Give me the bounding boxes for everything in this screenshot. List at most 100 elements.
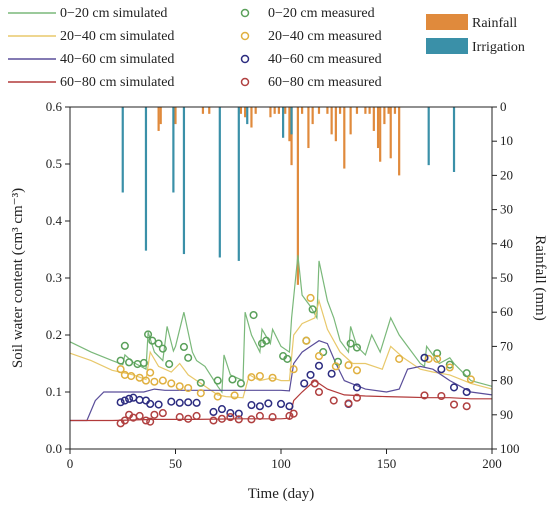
y2-tick-label: 60	[500, 304, 513, 319]
x-tick-label: 100	[271, 456, 291, 471]
rainfall-bar	[389, 107, 392, 159]
40-60-cm-measured-point	[167, 397, 176, 406]
rainfall-bar	[254, 107, 257, 114]
40-60-cm-measured-point	[462, 387, 471, 397]
y2-tick-label: 20	[500, 167, 513, 182]
0-20-cm-measured-point	[154, 339, 163, 348]
20-40-cm-measured-point	[424, 354, 433, 363]
60-80-cm-measured-point	[329, 396, 338, 405]
0-20-cm-measured-point	[308, 305, 317, 314]
rainfall-bar	[239, 107, 243, 114]
y-tick-label: 0.2	[46, 327, 62, 342]
y-tick-label: 0.1	[46, 384, 62, 399]
60-80-cm-measured-point	[449, 400, 459, 409]
40-60-cm-measured-point	[285, 402, 294, 411]
0-20-cm-measured-point	[165, 360, 174, 369]
20-40-cm-measured-point	[146, 368, 155, 377]
60-80-cm-measured-point	[146, 417, 155, 426]
irrigation-bar	[144, 107, 148, 251]
0-20-cm-measured-point	[213, 376, 222, 385]
60-80-cm-measured-point	[268, 413, 277, 422]
60-80-cm-measured-point	[314, 387, 324, 397]
20-40-cm-measured-point	[135, 373, 144, 382]
legend-label-rainfall: Rainfall	[472, 16, 517, 31]
rainfall-bar	[317, 107, 321, 114]
40-60-cm-measured-point	[352, 383, 362, 392]
60-80-cm-measured-point	[175, 413, 184, 422]
60-80-cm-measured-point	[289, 409, 298, 418]
60-80-cm-measured-point	[158, 409, 167, 418]
legend: 0−20 cm simulated 20−40 cm simulated 40−60…	[8, 6, 525, 90]
0-20-cm-measured-point	[144, 330, 153, 339]
rainfall-bar	[379, 107, 382, 162]
rainfall-bar	[201, 107, 205, 114]
rainfall-bar	[284, 107, 287, 114]
rainfall-bar	[372, 107, 375, 131]
0-20-cm-measured-point	[249, 311, 258, 320]
irrigation-bar	[427, 107, 430, 166]
legend-label-40-60-cm-simulated: 40−60 cm simulated	[60, 52, 174, 67]
rainfall-bar	[326, 107, 329, 114]
x-tick-label: 150	[377, 456, 397, 471]
40-60-cm-measured-point	[276, 399, 286, 409]
20-40-cm-measured-point	[247, 373, 256, 382]
20-40-cm-measured-point	[167, 379, 176, 388]
legend-label-40-60-cm-measured: 40−60 cm measured	[268, 52, 382, 67]
0-20-cm-measured-point	[333, 357, 343, 366]
40-60-cm-measured-point	[314, 361, 324, 370]
40-60-cm-measured-point	[116, 398, 125, 407]
60-80-cm-measured-point	[310, 379, 319, 388]
60-80-cm-measured-point	[462, 402, 471, 411]
rainfall-bar	[393, 107, 397, 114]
20-40-cm-measured-point	[230, 391, 239, 400]
40-60-cm-measured-point	[264, 399, 273, 408]
legend-label-20-40-cm-simulated: 20−40 cm simulated	[60, 29, 174, 44]
20-40-cm-measured-point	[213, 392, 222, 401]
rainfall-bar	[244, 107, 247, 118]
0-20-cm-measured-point	[319, 348, 328, 357]
20-40-cm-measured-point	[352, 366, 362, 375]
40-60-cm-measured-point	[327, 369, 336, 378]
rainfall-bar	[330, 107, 333, 135]
0-20-cm-measured-point	[462, 369, 471, 378]
20-40-cm-measured-point	[255, 371, 264, 381]
60-80-cm-measured-point	[420, 391, 429, 400]
x-axis-title: Time (day)	[248, 486, 315, 502]
y-tick-label: 0.3	[46, 270, 62, 285]
20-40-cm-measured-point	[433, 354, 442, 363]
irrigation-bar	[218, 107, 221, 258]
x-tick-label: 50	[169, 456, 182, 471]
60-80-cm-measured-point	[352, 393, 362, 402]
rainfall-bar	[296, 107, 299, 285]
markers-layer	[116, 293, 475, 428]
20-40-cm-measured-point	[184, 383, 193, 393]
y2-tick-label: 0	[500, 99, 507, 114]
rainfall-bar	[159, 107, 162, 125]
40-60-cm-measured-point	[234, 409, 243, 418]
rainfall-bar	[368, 107, 371, 114]
40-60-cm-measured-point	[146, 399, 155, 409]
20-40-cm-measured-point	[127, 371, 136, 381]
x-tick-label: 0	[67, 456, 74, 471]
rainfall-bar	[387, 107, 390, 114]
y-axis-title: Soil water content (cm³ cm⁻³)	[10, 188, 26, 368]
60-80-cm-measured-point	[437, 391, 446, 401]
legend-label-60-80-cm-measured: 60−80 cm measured	[268, 75, 382, 90]
0-20-cm-measured-point	[139, 358, 148, 367]
irrigation-bar	[452, 107, 456, 172]
0-20-cm-measured-point	[158, 344, 167, 353]
legend-label-0-20-cm-simulated: 0−20 cm simulated	[60, 6, 167, 21]
0-20-cm-measured-point	[228, 375, 237, 384]
0-20-cm-measured-point	[148, 336, 157, 345]
60-80-cm-measured-point	[209, 416, 218, 425]
0-20-cm-measured-point	[116, 356, 125, 365]
legend-swatch-40-60-cm-measured	[240, 54, 250, 64]
60-80-cm-measured-point	[344, 399, 353, 408]
20-40-cm-measured-point	[445, 363, 454, 372]
0-20-cm-measured-point	[433, 349, 442, 358]
rainfall-bar	[307, 107, 310, 149]
y-tick-label: 0.6	[46, 99, 63, 114]
0-20-cm-measured-point	[445, 360, 454, 369]
20-40-cm-measured-point	[141, 376, 151, 385]
60-80-cm-measured-point	[184, 414, 193, 423]
